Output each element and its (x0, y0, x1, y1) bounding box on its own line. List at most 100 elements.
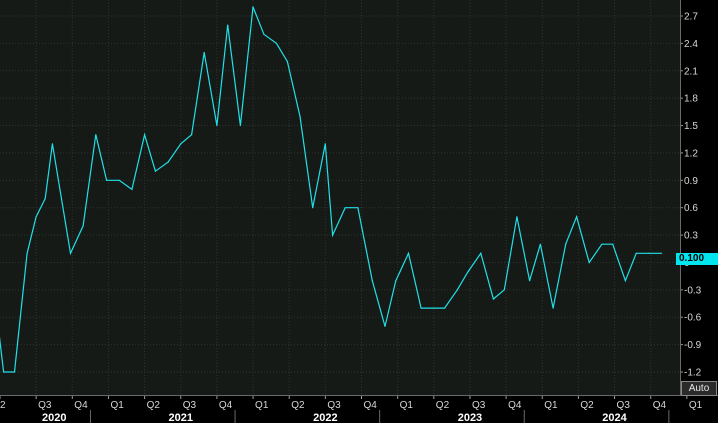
x-tick-label: Q4 (219, 400, 233, 411)
y-tick-label: 0.9 (684, 176, 698, 187)
data-point (635, 252, 637, 254)
x-tick-label: Q4 (653, 400, 667, 411)
data-point (467, 271, 469, 273)
data-point (503, 289, 505, 291)
y-tick-label: 0.6 (684, 203, 698, 214)
y-tick-label: 0.3 (684, 231, 698, 242)
data-point (456, 289, 458, 291)
y-axis: 2.72.42.11.81.51.20.90.60.30-0.3-0.6-0.9… (680, 0, 702, 395)
data-point (492, 298, 494, 300)
data-point (660, 252, 663, 254)
y-tick-label: 1.8 (684, 94, 698, 105)
data-point (516, 216, 518, 218)
y-tick-label: 2.7 (684, 12, 698, 23)
data-point (144, 134, 146, 136)
data-point (371, 280, 373, 282)
y-tick-label: 2.1 (684, 66, 698, 77)
data-point (106, 179, 108, 181)
data-point (565, 243, 567, 245)
y-tick-label: -0.9 (684, 340, 702, 351)
data-point (180, 143, 182, 145)
data-point (154, 170, 156, 172)
x-tick-label: Q3 (183, 400, 197, 411)
data-point (13, 371, 16, 373)
autoscale-button[interactable]: Auto (681, 381, 717, 396)
x-tick-label: Q2 (436, 400, 450, 411)
x-tick-label: Q2 (580, 400, 594, 411)
data-point (624, 280, 627, 282)
data-point (216, 124, 218, 127)
data-point (444, 307, 446, 309)
data-point (35, 216, 37, 218)
data-point (312, 207, 314, 209)
data-point (480, 252, 482, 254)
data-point (324, 143, 326, 145)
data-point (203, 51, 205, 54)
x-tick-label: Q1 (255, 400, 269, 411)
data-point (648, 252, 650, 254)
data-point (26, 252, 28, 254)
x-axis: 2 Q3 Q4 Q1 Q2 Q3 Q4 Q1 Q2 Q3 Q4 Q1 Q2 Q3 Q4 Q1 Q2 Q3 Q4 Q1 2… (0, 395, 718, 423)
year-label: 2022 (313, 412, 337, 423)
data-point (95, 134, 97, 136)
data-point (263, 33, 265, 35)
x-tick-label: Q1 (689, 400, 703, 411)
data-point (82, 225, 84, 227)
data-point (357, 207, 359, 209)
x-tick-label: 2 (0, 400, 6, 411)
x-tick-label: Q4 (508, 400, 522, 411)
data-point (44, 198, 46, 200)
data-point (118, 179, 120, 181)
data-point (529, 280, 531, 282)
data-point (612, 243, 614, 245)
x-tick-label: Q1 (110, 400, 124, 411)
data-point (395, 280, 397, 282)
data-point (191, 134, 193, 136)
data-point (252, 6, 254, 8)
year-label: 2023 (458, 412, 482, 423)
data-point (588, 261, 590, 264)
data-point (227, 24, 229, 26)
data-point (131, 188, 133, 190)
year-label: 2021 (169, 412, 193, 423)
x-tick-label: Q4 (74, 400, 88, 411)
data-point (407, 252, 410, 254)
data-point (539, 243, 542, 245)
x-tick-label: Q3 (472, 400, 486, 411)
x-tick-label: Q3 (38, 400, 52, 411)
year-label: 2024 (602, 412, 627, 423)
x-tick-label: Q1 (544, 400, 558, 411)
y-tick-label: -0.6 (684, 313, 702, 324)
data-point (601, 243, 603, 245)
data-point (384, 325, 386, 327)
plot-area (0, 0, 680, 395)
data-point (576, 216, 578, 218)
data-point (431, 307, 433, 309)
data-point (239, 124, 241, 127)
y-tick-label: 2.4 (684, 39, 698, 50)
grid (0, 0, 680, 395)
data-point (299, 115, 301, 117)
y-tick-label: -1.2 (684, 368, 702, 379)
series-group (0, 6, 663, 373)
data-point (3, 371, 5, 373)
x-tick-label: Q2 (147, 400, 161, 411)
x-tick-label: Q4 (364, 400, 378, 411)
data-point (167, 161, 169, 163)
y-tick-label: 1.5 (684, 121, 698, 132)
y-tick-label: -0.3 (684, 285, 702, 296)
x-tick-label: Q1 (400, 400, 414, 411)
data-point (420, 307, 422, 309)
x-tick-label: Q2 (291, 400, 305, 411)
data-point (51, 143, 54, 145)
data-point (286, 61, 288, 63)
data-point (344, 207, 346, 209)
data-point (69, 252, 72, 254)
x-tick-label: Q3 (327, 400, 341, 411)
x-tick-label: Q3 (617, 400, 631, 411)
y-tick-label: 1.2 (684, 148, 698, 159)
data-point (275, 42, 278, 45)
data-point (552, 307, 554, 309)
